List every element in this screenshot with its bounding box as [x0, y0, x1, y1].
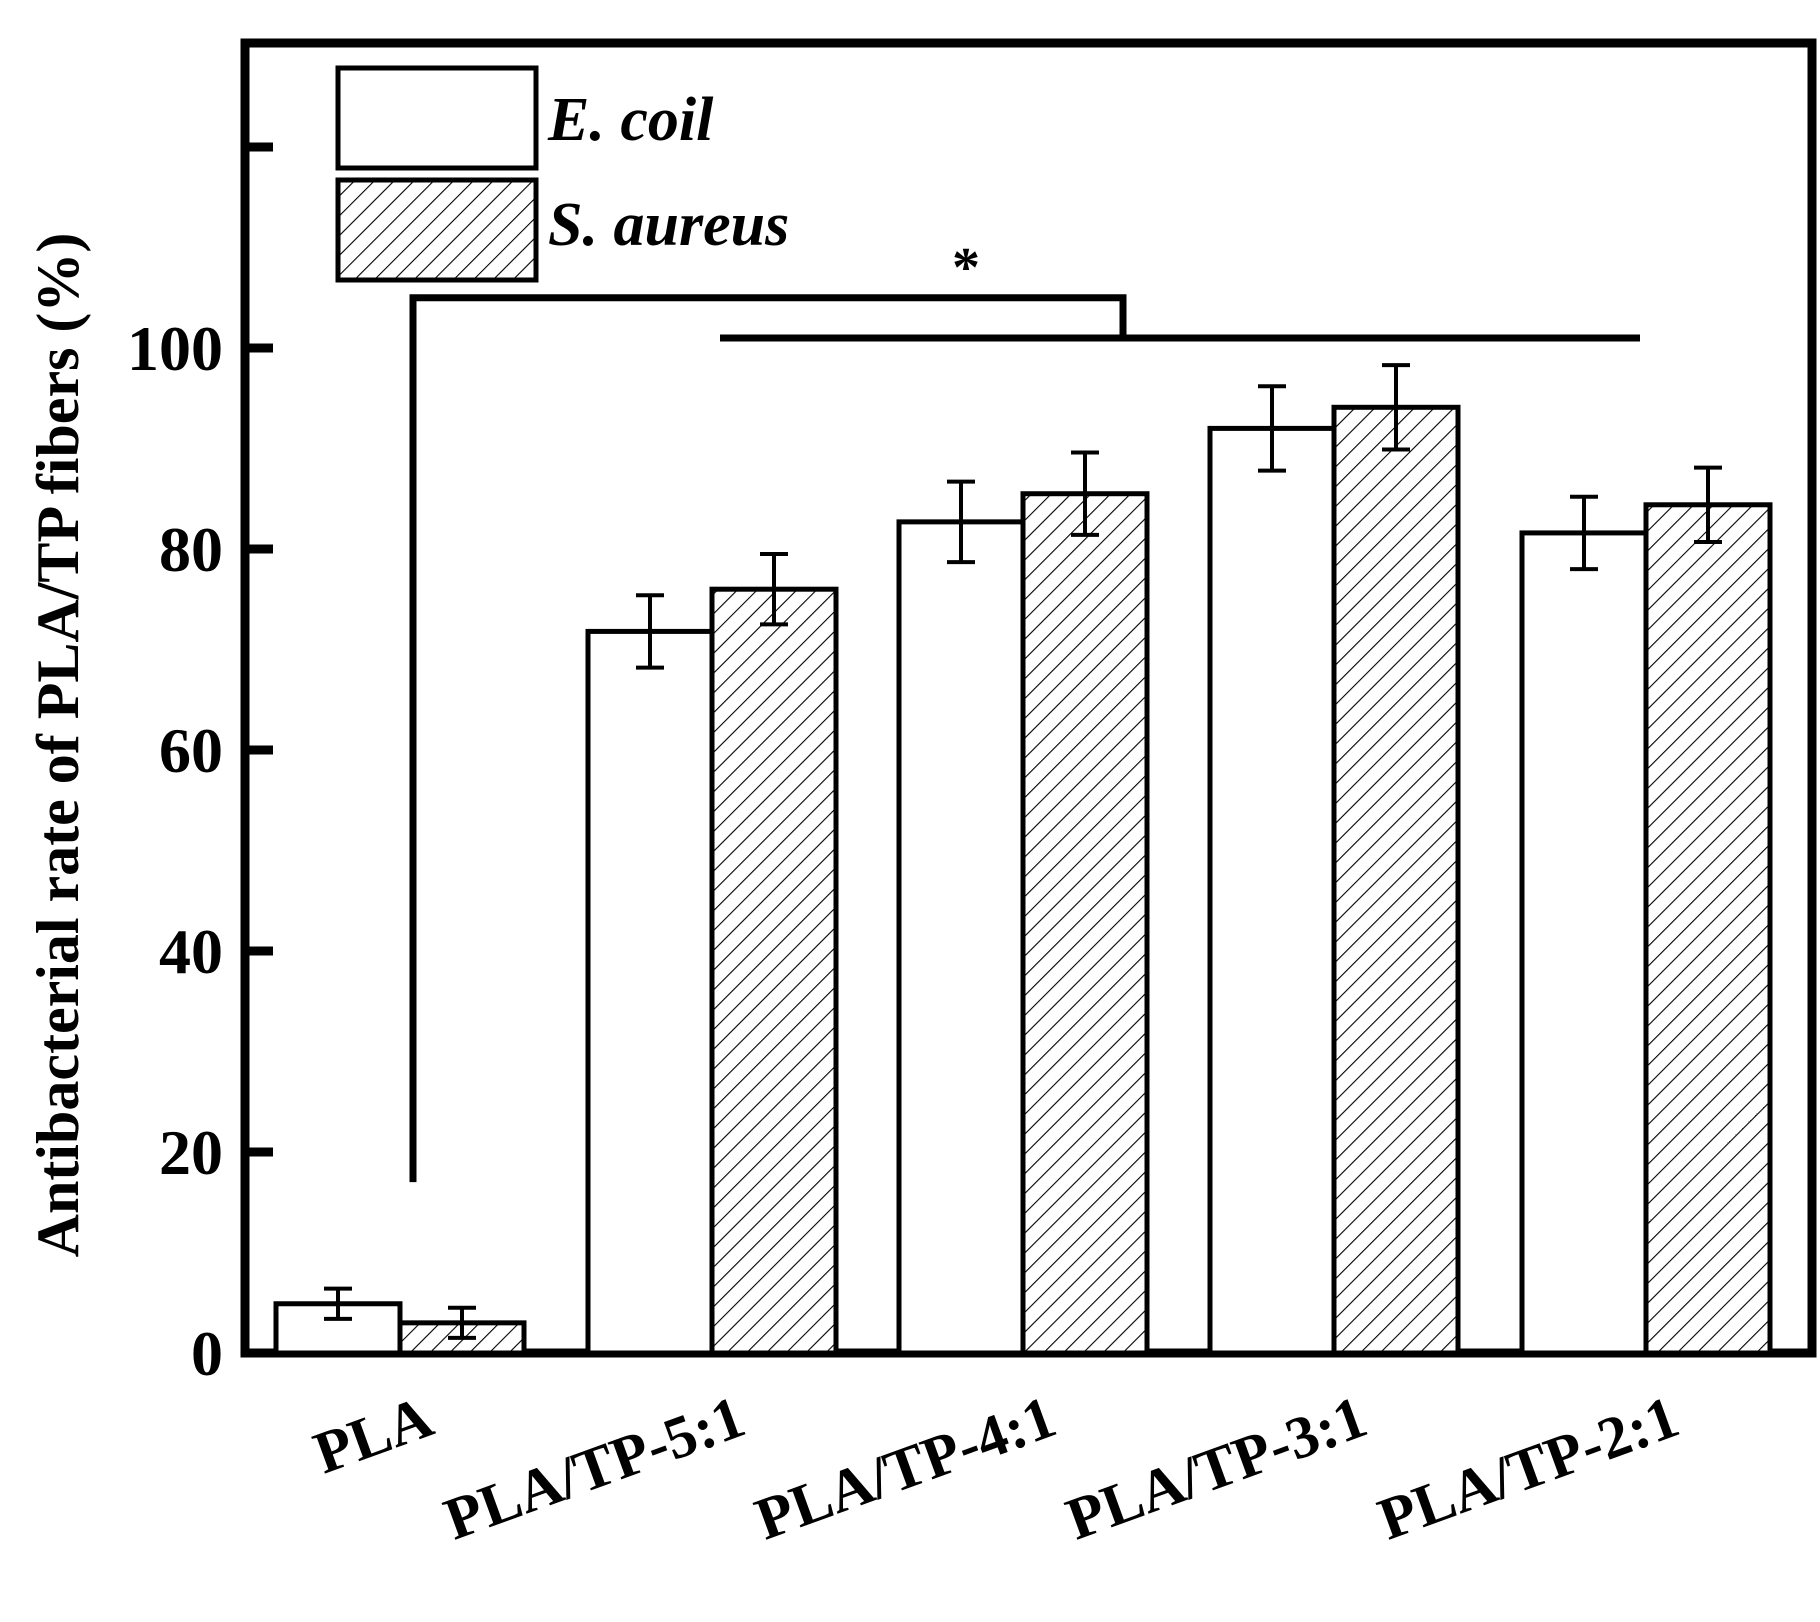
error-bar — [1694, 465, 1722, 544]
category-labels: PLAPLA/TP-5:1PLA/TP-4:1PLA/TP-3:1PLA/TP-… — [306, 1383, 1687, 1552]
legend: E. coil S. aureus — [335, 65, 789, 283]
legend-label-e-coil: E. coil — [547, 86, 714, 154]
bars — [273, 404, 1773, 1356]
error-bar — [760, 552, 788, 627]
error-bar — [1258, 384, 1286, 473]
error-bar — [1570, 494, 1598, 572]
y-tick-label: 0 — [191, 1318, 223, 1389]
bar-s-aureus — [1331, 404, 1461, 1356]
y-tick-label: 20 — [159, 1117, 223, 1188]
error-bar — [324, 1286, 352, 1321]
y-tick-label: 60 — [159, 715, 223, 786]
bar-s-aureus — [1020, 491, 1150, 1356]
bar-e-coil — [896, 519, 1026, 1356]
legend-swatch-e-coil — [335, 65, 539, 171]
y-tick-label: 40 — [159, 916, 223, 987]
error-bars — [324, 363, 1722, 1340]
significance-asterisk: * — [952, 237, 980, 299]
category-label: PLA/TP-4:1 — [747, 1383, 1064, 1552]
category-label: PLA/TP-5:1 — [436, 1383, 753, 1552]
y-axis-ticks: 0 20 40 60 80 100 — [127, 142, 273, 1389]
category-label: PLA — [306, 1383, 441, 1486]
bar-e-coil — [1207, 425, 1337, 1356]
category-label: PLA/TP-3:1 — [1058, 1383, 1375, 1552]
error-bar — [448, 1305, 476, 1340]
error-bar — [1382, 363, 1410, 452]
bar-s-aureus — [709, 586, 839, 1356]
category-label: PLA/TP-2:1 — [1370, 1383, 1687, 1552]
bar-e-coil — [585, 628, 715, 1356]
bar-e-coil — [1519, 530, 1649, 1356]
bar-s-aureus — [1643, 502, 1773, 1356]
significance-bracket: * — [409, 237, 1640, 1183]
error-bar — [1071, 450, 1099, 537]
y-axis-label: Antibacterial rate of PLA/TP fibers (%) — [25, 233, 91, 1258]
legend-swatch-s-aureus — [335, 177, 539, 283]
y-tick-label: 100 — [127, 313, 223, 384]
error-bar — [636, 593, 664, 670]
significance-bracket-line — [409, 294, 1640, 1183]
y-tick-label: 80 — [159, 514, 223, 585]
error-bar — [947, 479, 975, 565]
legend-label-s-aureus: S. aureus — [548, 191, 789, 259]
